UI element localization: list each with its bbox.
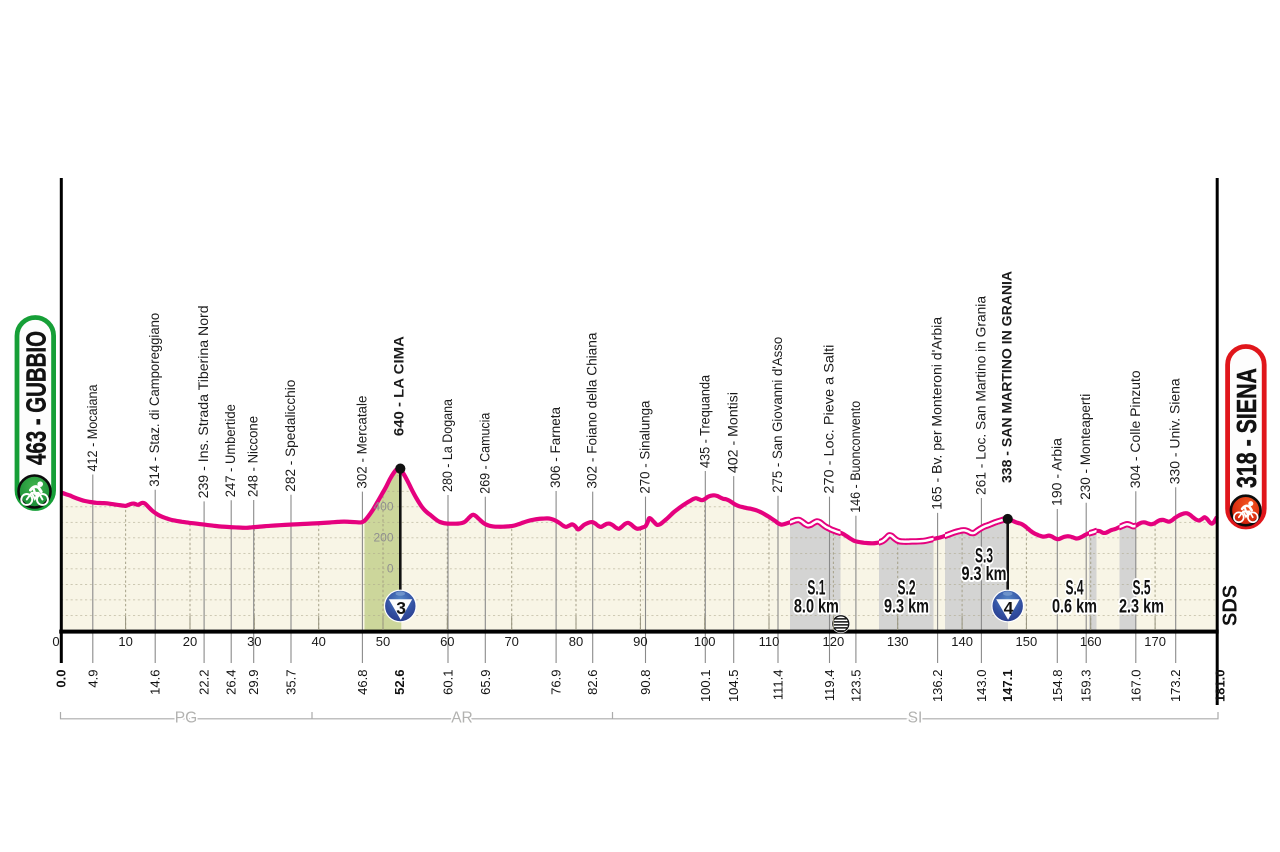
svg-text:4.9: 4.9 — [85, 670, 100, 688]
svg-text:136.2: 136.2 — [930, 670, 945, 703]
svg-text:0: 0 — [52, 634, 59, 649]
svg-text:314 - Staz. di Camporeggiano: 314 - Staz. di Camporeggiano — [147, 313, 163, 487]
svg-text:190 - Arbia: 190 - Arbia — [1049, 438, 1065, 506]
svg-text:S.3: S.3 — [975, 545, 993, 568]
svg-text:270 - Sinalunga: 270 - Sinalunga — [638, 400, 654, 493]
svg-text:80: 80 — [569, 634, 583, 649]
svg-text:60: 60 — [440, 634, 454, 649]
svg-text:52.6: 52.6 — [392, 670, 407, 695]
svg-text:70: 70 — [504, 634, 518, 649]
svg-text:230 - Monteaperti: 230 - Monteaperti — [1078, 394, 1094, 500]
svg-text:123.5: 123.5 — [848, 670, 863, 703]
svg-text:SDS: SDS — [1220, 585, 1242, 626]
svg-text:160: 160 — [1080, 634, 1102, 649]
svg-text:200: 200 — [373, 531, 393, 545]
svg-text:90: 90 — [633, 634, 647, 649]
svg-text:35.7: 35.7 — [284, 670, 299, 695]
svg-text:282 - Spedalicchio: 282 - Spedalicchio — [283, 380, 299, 492]
svg-text:247 - Umbertide: 247 - Umbertide — [223, 404, 239, 497]
svg-text:402 - Montisi: 402 - Montisi — [726, 392, 742, 473]
svg-text:248 - Niccone: 248 - Niccone — [246, 416, 262, 497]
svg-text:154.8: 154.8 — [1050, 670, 1065, 703]
svg-text:20: 20 — [183, 634, 197, 649]
svg-text:140: 140 — [951, 634, 973, 649]
svg-text:50: 50 — [376, 634, 390, 649]
svg-text:640 - LA CIMA: 640 - LA CIMA — [392, 336, 408, 436]
svg-text:173.2: 173.2 — [1168, 670, 1183, 703]
svg-text:330 - Univ. Siena: 330 - Univ. Siena — [1168, 378, 1184, 484]
svg-text:S.2: S.2 — [898, 577, 916, 600]
svg-text:110: 110 — [759, 634, 780, 649]
svg-text:AR: AR — [451, 709, 473, 726]
svg-text:275 - San Giovanni d'Asso: 275 - San Giovanni d'Asso — [770, 337, 786, 493]
svg-text:2.3 km: 2.3 km — [1119, 597, 1164, 618]
svg-text:280 - La Dogana: 280 - La Dogana — [440, 399, 456, 492]
svg-text:147.1: 147.1 — [1000, 670, 1015, 703]
svg-text:100: 100 — [694, 634, 716, 649]
svg-text:104.5: 104.5 — [726, 670, 741, 703]
svg-text:26.4: 26.4 — [224, 670, 239, 695]
svg-text:3: 3 — [396, 598, 406, 618]
svg-text:261 - Loc. San Martino in Gran: 261 - Loc. San Martino in Grania — [973, 296, 989, 495]
svg-text:269 - Camucia: 269 - Camucia — [477, 413, 493, 494]
svg-text:82.6: 82.6 — [585, 670, 600, 695]
svg-text:130: 130 — [887, 634, 909, 649]
svg-text:100.1: 100.1 — [698, 670, 713, 703]
svg-text:435 - Trequanda: 435 - Trequanda — [697, 375, 713, 468]
svg-text:9.3 km: 9.3 km — [884, 597, 929, 618]
svg-text:302 - Mercatale: 302 - Mercatale — [354, 396, 370, 489]
svg-text:159.3: 159.3 — [1079, 670, 1094, 703]
svg-text:SI: SI — [908, 709, 923, 726]
svg-text:167.0: 167.0 — [1128, 670, 1143, 703]
svg-text:0.6 km: 0.6 km — [1052, 597, 1097, 618]
svg-text:239 - Ins. Strada Tiberina Nor: 239 - Ins. Strada Tiberina Nord — [196, 305, 212, 498]
svg-text:PG: PG — [175, 709, 197, 726]
svg-text:119.4: 119.4 — [822, 670, 837, 702]
svg-text:318 - SIENA: 318 - SIENA — [1231, 368, 1262, 488]
svg-text:60.1: 60.1 — [441, 670, 456, 695]
svg-text:270 - Loc. Pieve a Salti: 270 - Loc. Pieve a Salti — [822, 345, 838, 494]
svg-text:111.4: 111.4 — [771, 670, 786, 701]
svg-text:76.9: 76.9 — [549, 670, 564, 695]
svg-text:4: 4 — [1004, 598, 1014, 618]
svg-text:90.8: 90.8 — [638, 670, 653, 695]
svg-text:S.5: S.5 — [1133, 577, 1151, 600]
svg-text:S.1: S.1 — [807, 577, 825, 600]
svg-text:0: 0 — [387, 562, 394, 576]
svg-text:306 - Farneta: 306 - Farneta — [548, 407, 564, 488]
svg-text:10: 10 — [118, 634, 132, 649]
svg-text:22.2: 22.2 — [197, 670, 212, 695]
svg-text:304 - Colle Pinzuto: 304 - Colle Pinzuto — [1128, 370, 1144, 488]
svg-text:165 - Bv. per Monteroni d'Arbi: 165 - Bv. per Monteroni d'Arbia — [930, 317, 946, 510]
svg-text:40: 40 — [311, 634, 325, 649]
svg-text:30: 30 — [247, 634, 261, 649]
svg-text:146 - Buonconvento: 146 - Buonconvento — [848, 401, 864, 513]
svg-text:120: 120 — [823, 634, 845, 649]
svg-text:338 - SAN MARTINO IN GRANIA: 338 - SAN MARTINO IN GRANIA — [1000, 271, 1016, 483]
svg-text:400: 400 — [373, 500, 393, 514]
svg-text:8.0 km: 8.0 km — [794, 597, 839, 618]
svg-text:29.9: 29.9 — [246, 670, 261, 695]
svg-text:9.3 km: 9.3 km — [962, 564, 1007, 585]
svg-text:181.0: 181.0 — [1213, 670, 1228, 703]
svg-text:143.0: 143.0 — [974, 670, 989, 703]
svg-text:302 - Foiano della Chiana: 302 - Foiano della Chiana — [585, 333, 601, 489]
svg-text:65.9: 65.9 — [478, 670, 493, 695]
svg-text:412 - Mocaiana: 412 - Mocaiana — [85, 384, 101, 471]
svg-text:S.4: S.4 — [1066, 577, 1084, 600]
svg-text:46.8: 46.8 — [355, 670, 370, 695]
svg-text:14.6: 14.6 — [148, 670, 163, 695]
svg-text:0.0: 0.0 — [54, 670, 69, 688]
svg-text:150: 150 — [1016, 634, 1038, 649]
svg-text:170: 170 — [1144, 634, 1166, 649]
svg-text:463 - GUBBIO: 463 - GUBBIO — [21, 331, 52, 465]
